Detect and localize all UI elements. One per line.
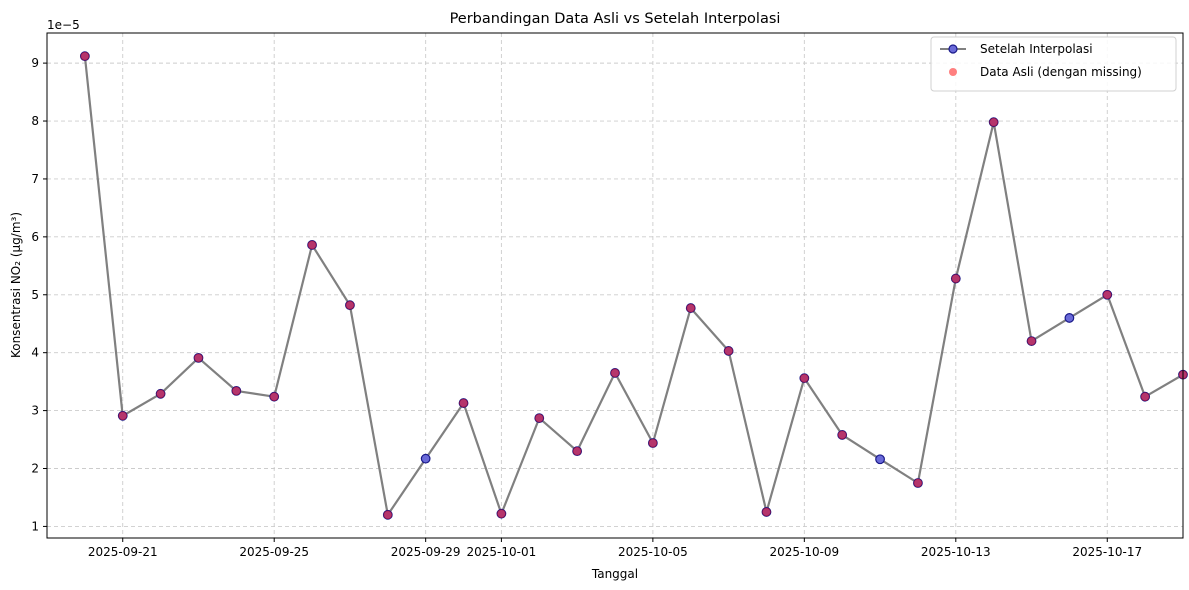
series-line-interpolated (83, 56, 1184, 516)
x-axis-title: Tanggal (591, 567, 638, 581)
point-original (610, 368, 620, 378)
x-tick-label: 2025-10-13 (921, 545, 991, 559)
point-interpolated (1064, 313, 1075, 323)
x-tick-label: 2025-09-25 (239, 545, 309, 559)
point-original (724, 346, 733, 356)
point-original (686, 303, 696, 313)
chart-title: Perbandingan Data Asli vs Setelah Interp… (450, 11, 781, 27)
grid-layer (47, 33, 1183, 538)
x-tick-label: 2025-10-05 (618, 545, 688, 559)
legend-marker-original (949, 68, 957, 76)
point-original (837, 430, 847, 440)
point-original (951, 274, 961, 283)
point-original (1102, 290, 1112, 300)
point-interpolated (875, 454, 885, 465)
y-tick-label: 9 (31, 56, 39, 70)
x-tick-label: 2025-09-29 (391, 545, 461, 559)
legend: Setelah Interpolasi Data Asli (dengan mi… (930, 36, 1177, 92)
y-tick-label: 8 (31, 114, 39, 128)
x-tick-label: 2025-10-01 (467, 545, 537, 559)
point-original (762, 507, 771, 517)
point-original (307, 240, 317, 250)
point-original (913, 478, 923, 488)
y-axis-title: Konsentrasi NO₂ (µg/m³) (9, 212, 23, 358)
point-original (194, 353, 203, 363)
y-tick-label: 2 (31, 462, 39, 476)
y-tick-label: 7 (31, 172, 39, 186)
y-tick-label: 3 (31, 404, 39, 418)
y-tick-label: 1 (31, 519, 39, 533)
y-offset-label: 1e−5 (47, 18, 80, 32)
point-original (345, 300, 355, 310)
point-original (497, 509, 506, 518)
y-tick-label: 6 (31, 230, 39, 244)
axis-layer: 2025-09-21 2025-09-25 2025-09-29 2025-10-01… (31, 56, 1142, 559)
point-original (989, 117, 998, 127)
legend-label-interpolated: Setelah Interpolasi (980, 42, 1093, 56)
point-original (156, 389, 165, 399)
y-tick-label: 4 (31, 346, 39, 360)
legend-frame (930, 36, 1177, 92)
point-original (648, 438, 658, 448)
x-tick-label: 2025-10-09 (769, 545, 839, 559)
legend-label-original: Data Asli (dengan missing) (980, 65, 1142, 79)
point-original (232, 386, 241, 396)
x-tick-label: 2025-10-17 (1072, 545, 1142, 559)
point-original (572, 446, 582, 456)
point-original (80, 51, 90, 61)
series-layer (79, 51, 1188, 520)
x-tick-label: 2025-09-21 (88, 545, 158, 559)
point-original (118, 411, 128, 421)
point-original (1027, 336, 1036, 346)
point-original (269, 392, 279, 401)
point-original (534, 413, 544, 423)
point-original (800, 373, 809, 383)
point-original (1140, 392, 1150, 401)
point-interpolated (420, 453, 431, 464)
plot-frame (46, 32, 1184, 539)
point-original (459, 398, 468, 408)
legend-marker-interpolated (948, 44, 958, 54)
y-tick-label: 5 (31, 288, 39, 302)
point-original (383, 510, 393, 520)
